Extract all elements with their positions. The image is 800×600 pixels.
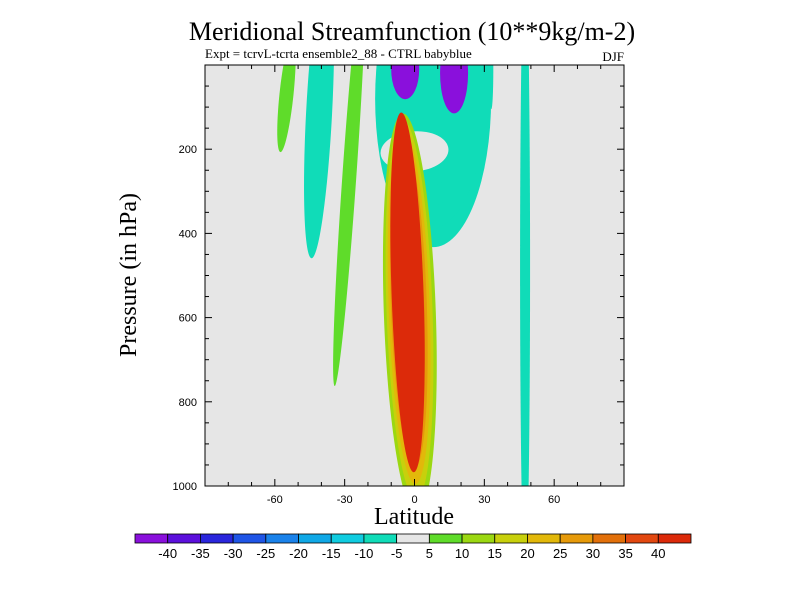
colorbar-label: -25: [256, 546, 275, 561]
colorbar-swatch: [559, 533, 594, 544]
colorbar-swatch: [330, 533, 365, 544]
negative-cell-upper-core-right: [440, 65, 469, 114]
y-tick-label: 1000: [173, 481, 197, 493]
negative-strip-50N: [520, 65, 531, 486]
colorbar-swatch: [134, 533, 169, 544]
y-axis-label: Pressure (in hPa): [116, 193, 142, 357]
colorbar-label: 25: [553, 546, 567, 561]
colorbar-swatch: [396, 533, 430, 544]
x-tick-label: 30: [478, 494, 490, 506]
positive-strip-55S: [277, 65, 296, 153]
colorbar-swatch: [494, 533, 528, 544]
negative-strip-40S: [304, 65, 335, 259]
colorbar-swatch: [167, 533, 201, 544]
colorbar-label: 40: [651, 546, 665, 561]
colorbar-label: -15: [322, 546, 341, 561]
colorbar-label: -30: [224, 546, 243, 561]
y-tick-label: 800: [179, 397, 197, 409]
chart-subtitle-right: DJF: [602, 49, 624, 64]
x-tick-label: 0: [411, 494, 417, 506]
y-tick-label: 200: [179, 144, 197, 156]
colorbar-label: 15: [488, 546, 502, 561]
y-tick-label: 600: [179, 313, 197, 325]
chart-title: Meridional Streamfunction (10**9kg/m-2): [189, 17, 635, 46]
positive-cell-equator-core: [390, 112, 425, 473]
colorbar-swatch: [200, 533, 234, 544]
positive-strip-27S: [333, 65, 366, 387]
x-tick-label: -60: [267, 494, 283, 506]
colorbar-label: 10: [455, 546, 469, 561]
negative-cell-upper-core-left: [391, 65, 420, 100]
colorbar-swatch: [527, 533, 561, 544]
colorbar-swatch: [363, 533, 398, 544]
colorbar-swatch: [298, 533, 332, 544]
colorbar-label: 5: [426, 546, 433, 561]
colorbar-label: -40: [158, 546, 177, 561]
colorbar-swatch: [657, 533, 692, 544]
plot-area: [205, 65, 624, 486]
x-tick-label: -30: [337, 494, 353, 506]
chart-subtitle-left: Expt = tcrvL-tcrta ensemble2_88 - CTRL b…: [205, 46, 472, 61]
x-axis-label: Latitude: [374, 504, 454, 530]
colorbar-swatch: [461, 533, 496, 544]
colorbar-label: -10: [355, 546, 374, 561]
colorbar-swatch: [625, 533, 659, 544]
axes: -60 -30 0 30 60 200 400 600 800 1000: [173, 64, 625, 506]
y-tick-label: 400: [179, 228, 197, 240]
colorbar-swatch: [265, 533, 299, 544]
colorbar-label: -35: [191, 546, 210, 561]
colorbar-label: -20: [289, 546, 308, 561]
colorbar-label: 20: [520, 546, 534, 561]
colorbar-label: -5: [391, 546, 403, 561]
colorbar-label: 35: [618, 546, 632, 561]
colorbar-swatch: [592, 533, 626, 544]
colorbar-swatch: [428, 533, 463, 544]
colorbar: -40 -35 -30 -25 -20 -15 -10 -5 5 10 15 20 25 30 35 40: [134, 533, 692, 561]
x-tick-label: 60: [548, 494, 560, 506]
colorbar-label: 30: [586, 546, 600, 561]
contour-field: [277, 65, 531, 486]
colorbar-swatch: [232, 533, 267, 544]
